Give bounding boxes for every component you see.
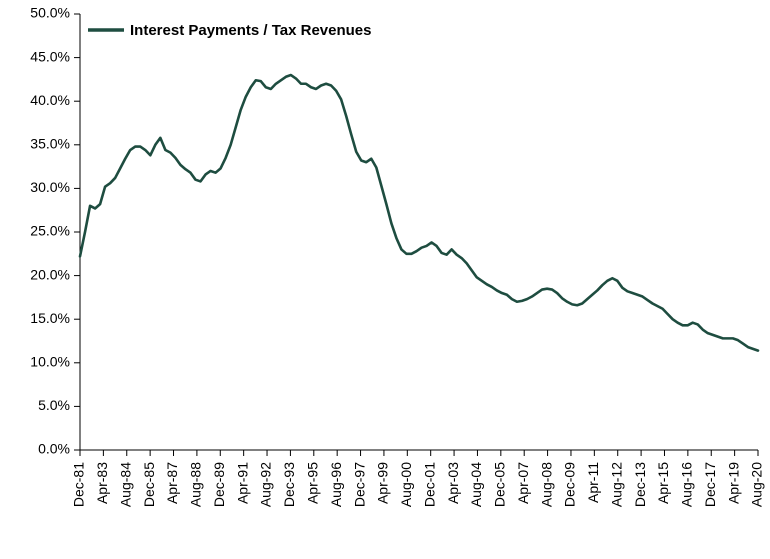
x-tick-label: Dec-13 <box>632 462 648 507</box>
x-tick-label: Apr-15 <box>655 462 671 504</box>
x-tick-label: Dec-05 <box>492 462 508 507</box>
x-tick-label: Aug-96 <box>328 462 344 507</box>
x-tick-label: Dec-97 <box>351 462 367 507</box>
x-tick-label: Dec-93 <box>281 462 297 507</box>
x-tick-label: Apr-07 <box>515 462 531 504</box>
y-tick-label: 35.0% <box>30 136 70 152</box>
x-tick-label: Aug-12 <box>608 462 624 507</box>
x-tick-label: Apr-11 <box>585 462 601 503</box>
x-tick-label: Aug-04 <box>468 462 484 507</box>
x-tick-label: Dec-89 <box>211 462 227 507</box>
x-tick-label: Aug-16 <box>679 462 695 507</box>
y-tick-label: 15.0% <box>30 310 70 326</box>
x-tick-label: Dec-09 <box>562 462 578 507</box>
y-tick-label: 25.0% <box>30 223 70 239</box>
y-tick-label: 20.0% <box>30 266 70 282</box>
x-tick-label: Aug-84 <box>117 462 133 507</box>
x-tick-label: Apr-91 <box>234 462 250 504</box>
x-tick-label: Dec-81 <box>71 462 87 507</box>
y-tick-label: 5.0% <box>38 397 70 413</box>
legend-label: Interest Payments / Tax Revenues <box>130 22 372 39</box>
x-tick-label: Aug-08 <box>538 462 554 507</box>
x-tick-label: Aug-20 <box>749 462 765 507</box>
x-tick-label: Aug-92 <box>258 462 274 507</box>
x-tick-label: Apr-95 <box>304 462 320 504</box>
x-tick-label: Dec-01 <box>421 462 437 507</box>
y-tick-label: 45.0% <box>30 48 70 64</box>
x-tick-label: Apr-19 <box>725 462 741 504</box>
x-tick-label: Apr-83 <box>94 462 110 504</box>
y-tick-label: 30.0% <box>30 179 70 195</box>
x-tick-label: Dec-17 <box>702 462 718 507</box>
y-tick-label: 0.0% <box>38 441 70 457</box>
x-tick-label: Dec-85 <box>141 462 157 507</box>
y-tick-label: 10.0% <box>30 354 70 370</box>
x-tick-label: Apr-03 <box>445 462 461 504</box>
y-tick-label: 50.0% <box>30 5 70 21</box>
x-tick-label: Aug-88 <box>188 462 204 507</box>
y-tick-label: 40.0% <box>30 92 70 108</box>
x-tick-label: Apr-99 <box>375 462 391 504</box>
chart-svg: 0.0% 5.0% 10.0% 15.0% 20.0% 25.0% 30.0% 35.0% 40… <box>0 0 770 559</box>
x-tick-label: Aug-00 <box>398 462 414 507</box>
x-tick-label: Apr-87 <box>164 462 180 504</box>
line-chart: 0.0% 5.0% 10.0% 15.0% 20.0% 25.0% 30.0% 35.0% 40… <box>0 0 770 559</box>
